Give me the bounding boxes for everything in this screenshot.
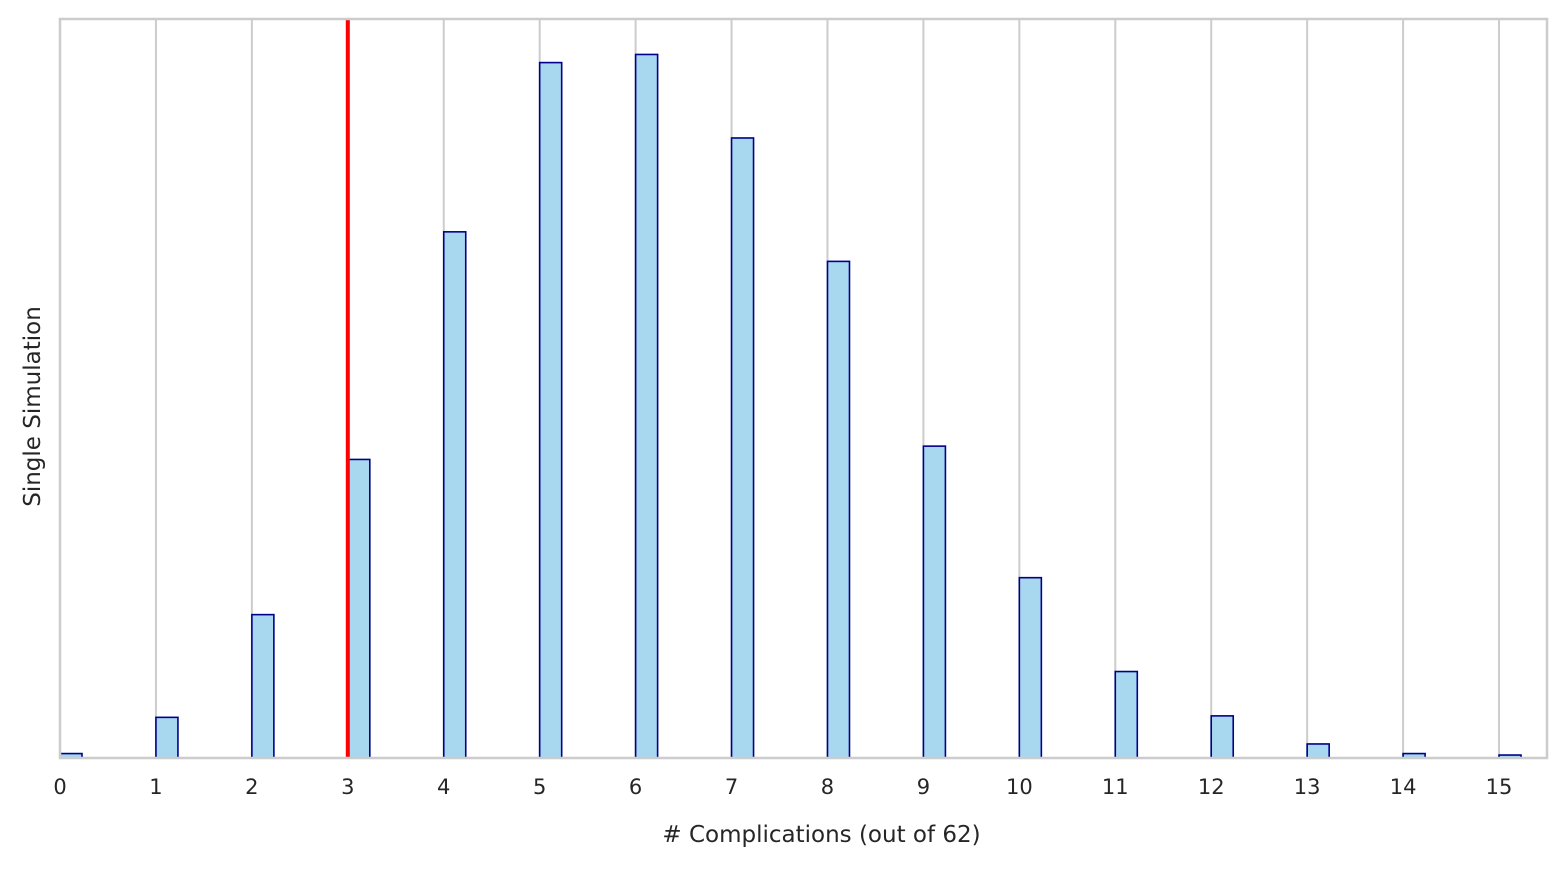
x-tick-label-2: 2 bbox=[245, 775, 258, 799]
bar-6 bbox=[634, 53, 659, 759]
x-tick-label-4: 4 bbox=[437, 775, 450, 799]
x-tick-label-3: 3 bbox=[341, 775, 354, 799]
x-axis-label: # Complications (out of 62) bbox=[662, 822, 980, 848]
bar-12 bbox=[1210, 715, 1235, 759]
bar-11 bbox=[1114, 670, 1139, 759]
x-tick-label-11: 11 bbox=[1102, 775, 1129, 799]
bar-8 bbox=[826, 260, 851, 759]
x-tick-label-0: 0 bbox=[53, 775, 66, 799]
x-tick-label-10: 10 bbox=[1006, 775, 1033, 799]
bar-7 bbox=[730, 137, 755, 759]
bar-4 bbox=[442, 231, 467, 759]
x-tick-label-15: 15 bbox=[1486, 775, 1513, 799]
x-tick-labels: 0 1 2 3 4 5 6 7 8 9 10 11 12 13 14 15 bbox=[53, 775, 1512, 799]
bars bbox=[59, 53, 1522, 759]
bar-3 bbox=[347, 458, 371, 759]
x-tick-label-5: 5 bbox=[533, 775, 546, 799]
x-tick-label-8: 8 bbox=[821, 775, 834, 799]
x-tick-label-1: 1 bbox=[149, 775, 162, 799]
bar-9 bbox=[922, 445, 947, 759]
y-axis-label: Single Simulation bbox=[20, 306, 46, 507]
x-tick-label-9: 9 bbox=[917, 775, 930, 799]
x-tick-label-12: 12 bbox=[1198, 775, 1225, 799]
bar-13 bbox=[1306, 743, 1330, 759]
bar-2 bbox=[251, 613, 275, 759]
plot-frame bbox=[58, 17, 1549, 760]
x-tick-label-13: 13 bbox=[1294, 775, 1321, 799]
x-tick-label-6: 6 bbox=[629, 775, 642, 799]
bar-10 bbox=[1018, 576, 1043, 759]
x-tick-label-14: 14 bbox=[1390, 775, 1417, 799]
bar-5 bbox=[538, 61, 563, 759]
bar-1 bbox=[155, 716, 179, 759]
x-tick-label-7: 7 bbox=[725, 775, 738, 799]
